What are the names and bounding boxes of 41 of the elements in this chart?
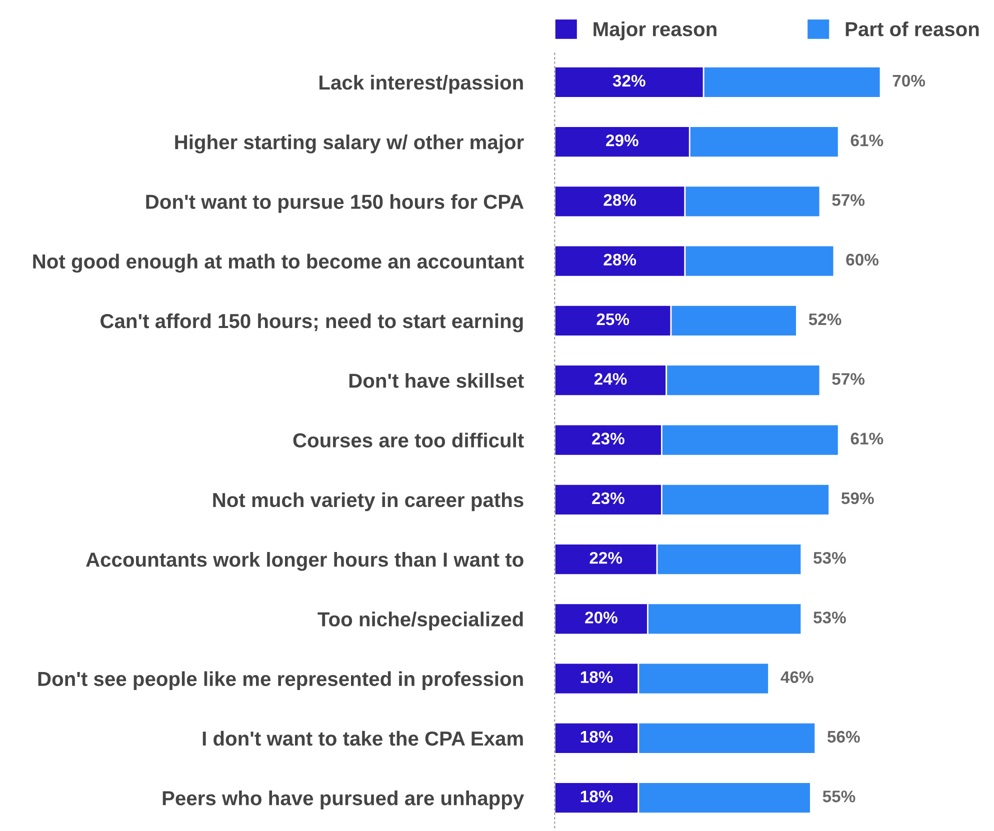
y-tick-label: Accountants work longer hours than I want to xyxy=(86,552,524,571)
total-label: 70% xyxy=(892,74,926,87)
data-label: 28% xyxy=(604,254,636,266)
total-label: 55% xyxy=(822,790,856,802)
legend-label: Part of reason xyxy=(846,21,979,36)
y-tick-label: Don't see people like me represented in profession xyxy=(38,671,523,690)
total-label: 46% xyxy=(780,671,814,684)
total-label: 57% xyxy=(832,373,865,385)
total-label: 53% xyxy=(814,612,846,624)
data-label: 24% xyxy=(594,373,627,385)
data-label: 23% xyxy=(592,492,624,504)
data-label: 22% xyxy=(590,552,622,564)
data-label: 23% xyxy=(592,432,624,445)
y-tick-label: Don't want to pursue 150 hours for CPA xyxy=(146,194,524,213)
y-tick-label: Don't have skillset xyxy=(349,373,524,388)
data-label: 20% xyxy=(585,612,618,624)
data-label: 32% xyxy=(612,74,646,87)
total-label: 52% xyxy=(808,313,842,326)
y-tick-label: Can't afford 150 hours; need to start earning xyxy=(100,313,523,332)
total-label: 61% xyxy=(850,134,884,146)
data-label: 25% xyxy=(596,313,630,326)
legend-label: Major reason xyxy=(594,21,716,40)
total-label: 53% xyxy=(814,552,846,564)
y-tick-label: Peers who have pursued are unhappy xyxy=(162,790,524,810)
total-label: 61% xyxy=(850,432,884,444)
data-label: 18% xyxy=(580,790,613,802)
data-label: 28% xyxy=(604,194,636,206)
y-tick-label: Not good enough at math to become an accountant xyxy=(33,254,524,273)
total-label: 57% xyxy=(832,194,865,206)
y-tick-label: Lack interest/passion xyxy=(320,74,523,94)
total-label: 60% xyxy=(846,254,878,266)
total-label: 59% xyxy=(841,492,874,504)
y-tick-label: Higher starting salary w/ other major xyxy=(175,134,524,154)
y-tick-label: Too niche/specialized xyxy=(318,612,523,630)
y-tick-label: Courses are too difficult xyxy=(293,432,524,448)
total-label: 56% xyxy=(827,730,860,743)
y-tick-label: Not much variety in career paths xyxy=(213,492,524,512)
y-tick-label: I don't want to take the CPA Exam xyxy=(202,730,523,746)
data-label: 18% xyxy=(580,730,613,743)
data-label: 18% xyxy=(580,671,613,684)
data-label: 29% xyxy=(606,134,638,146)
